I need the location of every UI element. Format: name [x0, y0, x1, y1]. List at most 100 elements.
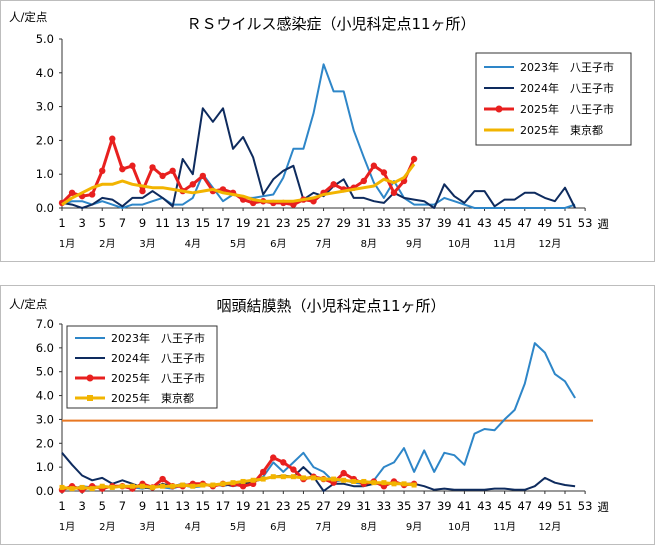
x-tick-label: 35: [397, 216, 412, 230]
month-label: 1月: [59, 521, 75, 533]
series-point: [390, 189, 398, 196]
month-label: 7月: [315, 521, 331, 533]
series-point: [321, 476, 327, 482]
x-tick-label: 41: [457, 499, 472, 513]
x-tick-label: 27: [316, 216, 331, 230]
month-label: 9月: [406, 238, 422, 250]
x-tick-label: 45: [497, 216, 512, 230]
series-point: [290, 201, 297, 208]
x-tick-label: 37: [417, 216, 432, 230]
y-tick-label: 5.0: [36, 365, 54, 379]
y-tick-label: 3.0: [36, 100, 54, 114]
series-point: [280, 459, 287, 466]
x-tick-label: 11: [155, 499, 170, 513]
month-label: 2月: [99, 521, 115, 533]
series-point: [230, 480, 236, 486]
x-tick-label: 23: [276, 216, 291, 230]
series-point: [381, 480, 387, 486]
series-point: [380, 169, 388, 176]
series-point: [199, 172, 207, 180]
x-tick-label: 33: [377, 499, 392, 513]
x-tick-label: 21: [256, 216, 271, 230]
x-tick-label: 45: [497, 499, 512, 513]
series-line: [61, 107, 576, 209]
month-label: 4月: [185, 238, 201, 250]
month-label: 10月: [448, 521, 471, 533]
series-point: [351, 478, 357, 484]
series-point: [330, 181, 337, 188]
series-point: [260, 468, 267, 476]
x-tick-label: 13: [175, 499, 190, 513]
series-point: [360, 177, 367, 185]
x-tick-label: 43: [477, 216, 492, 230]
month-label: 9月: [406, 521, 422, 533]
y-tick-label: 0.0: [36, 484, 54, 498]
x-tick-label: 31: [356, 499, 371, 513]
series-point: [240, 478, 246, 484]
x-tick-label: 51: [558, 216, 573, 230]
x-tick-label: 17: [216, 216, 231, 230]
x-tick-label: 1: [58, 216, 65, 230]
y-tick-label: 0.0: [36, 201, 54, 215]
series-point: [129, 483, 135, 489]
legend-label: 2024年 八王子市: [111, 351, 205, 365]
series-point: [180, 482, 186, 488]
x-tick-label: 3: [78, 216, 85, 230]
series-point: [150, 484, 156, 490]
rsv-chart: ＲＳウイルス感染症（小児科定点11ヶ所） 人/定点 0.0 1.0 2.0 3.0 4.…: [9, 10, 632, 250]
x-tick-label: 13: [175, 216, 190, 230]
x-tick-label: 47: [517, 499, 532, 513]
x-tick-label: 15: [196, 499, 211, 513]
x-tick-label: 43: [477, 499, 492, 513]
x-tick-label: 53: [578, 499, 593, 513]
x-axis-label: 週: [597, 217, 609, 231]
x-tick-label: 25: [296, 499, 311, 513]
month-label: 2月: [99, 238, 115, 250]
month-label: 3月: [139, 238, 155, 250]
x-tick-label: 25: [296, 216, 311, 230]
x-tick-label: 53: [578, 216, 593, 230]
legend-marker: [87, 395, 93, 401]
legend-label: 2024年 八王子市: [520, 81, 614, 95]
month-label: 6月: [270, 521, 286, 533]
series-point: [210, 482, 216, 488]
x-tick-label: 21: [256, 499, 271, 513]
legend-label: 2025年 東京都: [520, 123, 603, 137]
legend-label: 2025年 八王子市: [520, 102, 614, 116]
x-tick-label: 29: [336, 216, 351, 230]
month-label: 7月: [315, 238, 331, 250]
series-point: [260, 476, 266, 482]
y-tick-label: 5.0: [36, 32, 54, 46]
series-point: [169, 167, 176, 175]
month-label: 6月: [270, 238, 286, 250]
series-line: [61, 63, 576, 209]
series-point: [170, 483, 176, 489]
legend-label: 2025年 東京都: [111, 391, 194, 405]
series-point: [371, 480, 377, 486]
month-label: 4月: [185, 521, 201, 533]
series-point: [270, 454, 277, 461]
series-point: [401, 481, 407, 487]
x-tick-label: 33: [377, 216, 392, 230]
x-tick-label: 17: [216, 499, 231, 513]
legend-marker: [495, 105, 503, 113]
x-tick-label: 15: [196, 216, 211, 230]
series-point: [79, 484, 85, 490]
series-point: [250, 477, 256, 483]
series-point: [159, 475, 166, 483]
series-point: [89, 486, 95, 492]
month-label: 8月: [361, 521, 377, 533]
y-tick-label: 6.0: [36, 341, 54, 355]
x-tick-label: 49: [538, 216, 553, 230]
series-point: [109, 135, 116, 142]
month-label: 3月: [139, 521, 155, 533]
x-tick-label: 19: [236, 216, 251, 230]
series-point: [370, 162, 378, 169]
month-label: 5月: [230, 238, 246, 250]
x-tick-label: 7: [119, 216, 126, 230]
month-label: 11月: [493, 238, 516, 250]
x-tick-label: 19: [236, 499, 251, 513]
y-tick-label: 1.0: [36, 167, 54, 181]
series-point: [190, 483, 196, 489]
series-point: [311, 475, 316, 481]
